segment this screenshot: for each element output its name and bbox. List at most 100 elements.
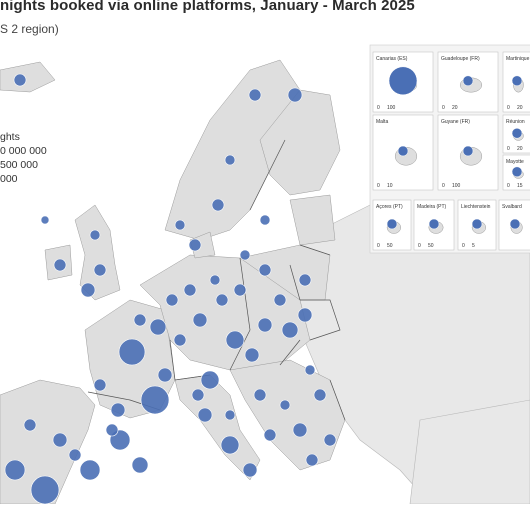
- inset-box: Svalbard: [498, 199, 530, 251]
- region-bubble: [93, 263, 107, 277]
- region-bubble: [386, 218, 398, 230]
- region-bubble: [183, 283, 197, 297]
- region-bubble: [157, 367, 173, 383]
- region-bubble: [68, 448, 82, 462]
- inset-box: Madeira (PT) 0 50: [413, 199, 455, 251]
- region-bubble: [209, 274, 221, 286]
- region-bubble: [297, 307, 313, 323]
- region-bubble: [292, 422, 308, 438]
- region-bubble: [257, 317, 273, 333]
- inset-label: Guadeloupe (FR): [441, 56, 480, 62]
- legend-heading: ghts: [0, 131, 20, 143]
- region-bubble: [188, 238, 202, 252]
- region-bubble: [118, 338, 146, 366]
- inset-scale-max: 50: [428, 243, 434, 249]
- region-bubble: [305, 453, 319, 467]
- inset-box: Guadeloupe (FR) 0 20: [437, 51, 499, 113]
- inset-scale-max: 10: [387, 183, 393, 189]
- inset-box: Canarias (ES) 0 100: [372, 51, 434, 113]
- inset-box: Martinique 0 20: [502, 51, 530, 113]
- region-bubble: [287, 87, 303, 103]
- region-bubble: [23, 418, 37, 432]
- inset-scale-max: 15: [517, 183, 523, 189]
- region-bubble: [131, 456, 149, 474]
- region-bubble: [133, 313, 147, 327]
- region-bubble: [225, 330, 245, 350]
- inset-scale-max: 5: [472, 243, 475, 249]
- inset-scale-min: 0: [377, 183, 380, 189]
- region-bubble: [462, 145, 474, 157]
- legend-item: 000: [0, 173, 18, 185]
- inset-box: Mayotte 0 15: [502, 154, 530, 191]
- region-bubble: [279, 399, 291, 411]
- region-bubble: [323, 433, 337, 447]
- region-bubble: [258, 263, 272, 277]
- region-bubble: [471, 218, 483, 230]
- inset-scale-max: 50: [387, 243, 393, 249]
- legend-item: 0 000 000: [0, 145, 47, 157]
- region-bubble: [298, 273, 312, 287]
- region-bubble: [242, 462, 258, 478]
- region-bubble: [244, 347, 260, 363]
- region-bubble: [313, 388, 327, 402]
- inset-scale-min: 0: [377, 105, 380, 111]
- inset-scale-min: 0: [377, 243, 380, 249]
- inset-scale-min: 0: [507, 146, 510, 152]
- inset-label: Guyane (FR): [441, 119, 470, 125]
- inset-box: Malta 0 10: [372, 114, 434, 191]
- inset-label: Madeira (PT): [417, 204, 447, 210]
- region-bubble: [511, 166, 523, 178]
- legend-item: 500 000: [0, 159, 38, 171]
- region-bubble: [52, 432, 68, 448]
- region-bubble: [140, 385, 170, 415]
- land-focus: [0, 59, 346, 505]
- inset-scale-min: 0: [442, 183, 445, 189]
- region-bubble: [511, 127, 523, 139]
- inset-label: Svalbard: [502, 204, 522, 210]
- region-bubble: [224, 154, 236, 166]
- region-bubble: [79, 459, 101, 481]
- region-bubble: [388, 66, 418, 96]
- region-bubble: [191, 388, 205, 402]
- region-bubble: [40, 215, 50, 225]
- region-bubble: [462, 75, 474, 87]
- inset-scale-max: 20: [452, 105, 458, 111]
- inset-label: Malta: [376, 119, 388, 125]
- inset-label: Réunion: [506, 119, 525, 125]
- region-bubble: [259, 214, 271, 226]
- inset-box: Liechtenstein 0 5: [457, 199, 497, 251]
- region-bubble: [30, 475, 60, 505]
- region-bubble: [93, 378, 107, 392]
- inset-scale-max: 20: [517, 105, 523, 111]
- inset-label: Mayotte: [506, 159, 524, 165]
- inset-scale-min: 0: [442, 105, 445, 111]
- bubble-layer: [4, 73, 337, 505]
- country-borders: [87, 139, 346, 421]
- region-bubble: [174, 219, 186, 231]
- legend: ghts 0 000 000 500 000 000: [0, 130, 47, 186]
- region-bubble: [173, 333, 187, 347]
- region-bubble: [13, 73, 27, 87]
- region-bubble: [224, 409, 236, 421]
- region-bubble: [165, 293, 179, 307]
- region-bubble: [197, 407, 213, 423]
- map-subtitle: S 2 region): [0, 22, 59, 36]
- region-bubble: [105, 423, 119, 437]
- inset-label: Açores (PT): [376, 204, 403, 210]
- inset-scale-min: 0: [418, 243, 421, 249]
- land-background: [299, 199, 530, 505]
- region-bubble: [273, 293, 287, 307]
- inset-label: Canarias (ES): [376, 56, 408, 62]
- region-bubble: [80, 282, 96, 298]
- region-bubble: [192, 312, 208, 328]
- region-bubble: [233, 283, 247, 297]
- region-bubble: [4, 459, 26, 481]
- region-bubble: [253, 388, 267, 402]
- inset-box: Guyane (FR) 0 100: [437, 114, 499, 191]
- region-bubble: [248, 88, 262, 102]
- inset-scale-max: 100: [387, 105, 396, 111]
- region-bubble: [215, 293, 229, 307]
